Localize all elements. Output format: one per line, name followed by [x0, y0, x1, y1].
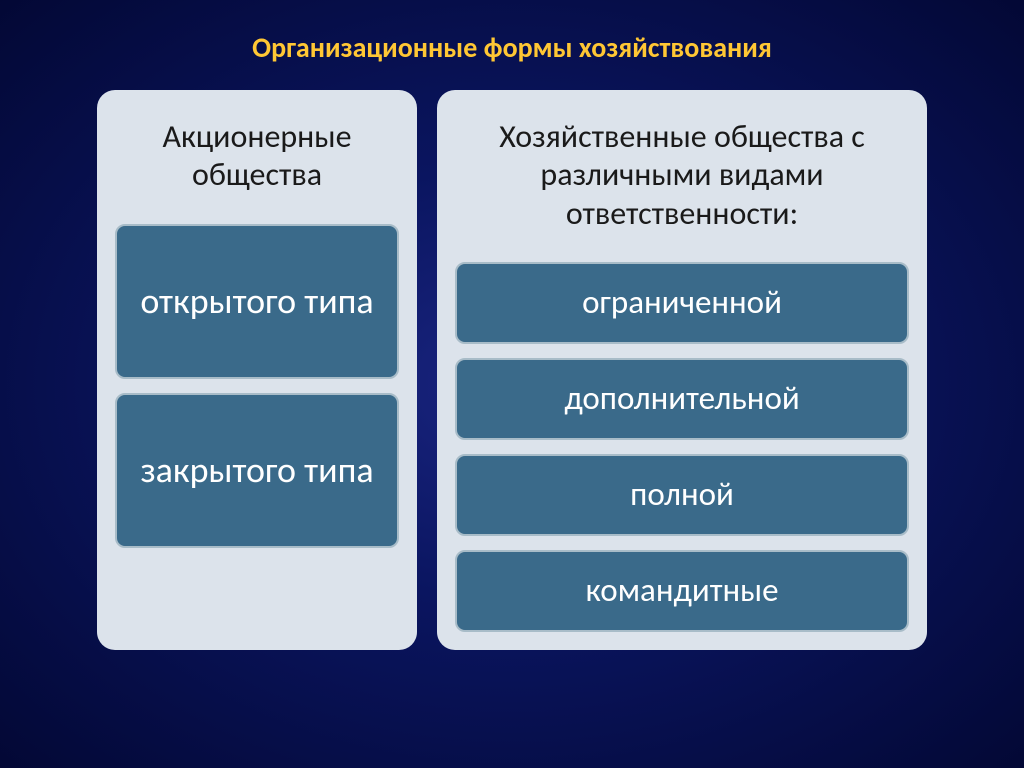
column-left: Акционерные общества открытого типа закр…	[97, 90, 417, 650]
right-item-2: полной	[455, 454, 909, 536]
column-left-header: Акционерные общества	[115, 108, 399, 210]
column-right-header: Хозяйственные общества с различными вида…	[455, 108, 909, 248]
column-right: Хозяйственные общества с различными вида…	[437, 90, 927, 650]
columns-container: Акционерные общества открытого типа закр…	[0, 90, 1024, 650]
left-item-1: закрытого типа	[115, 393, 399, 548]
left-item-0: открытого типа	[115, 224, 399, 379]
slide-title: Организационные формы хозяйствования	[0, 0, 1024, 90]
right-item-0: ограниченной	[455, 262, 909, 344]
right-item-1: дополнительной	[455, 358, 909, 440]
right-item-3: командитные	[455, 550, 909, 632]
